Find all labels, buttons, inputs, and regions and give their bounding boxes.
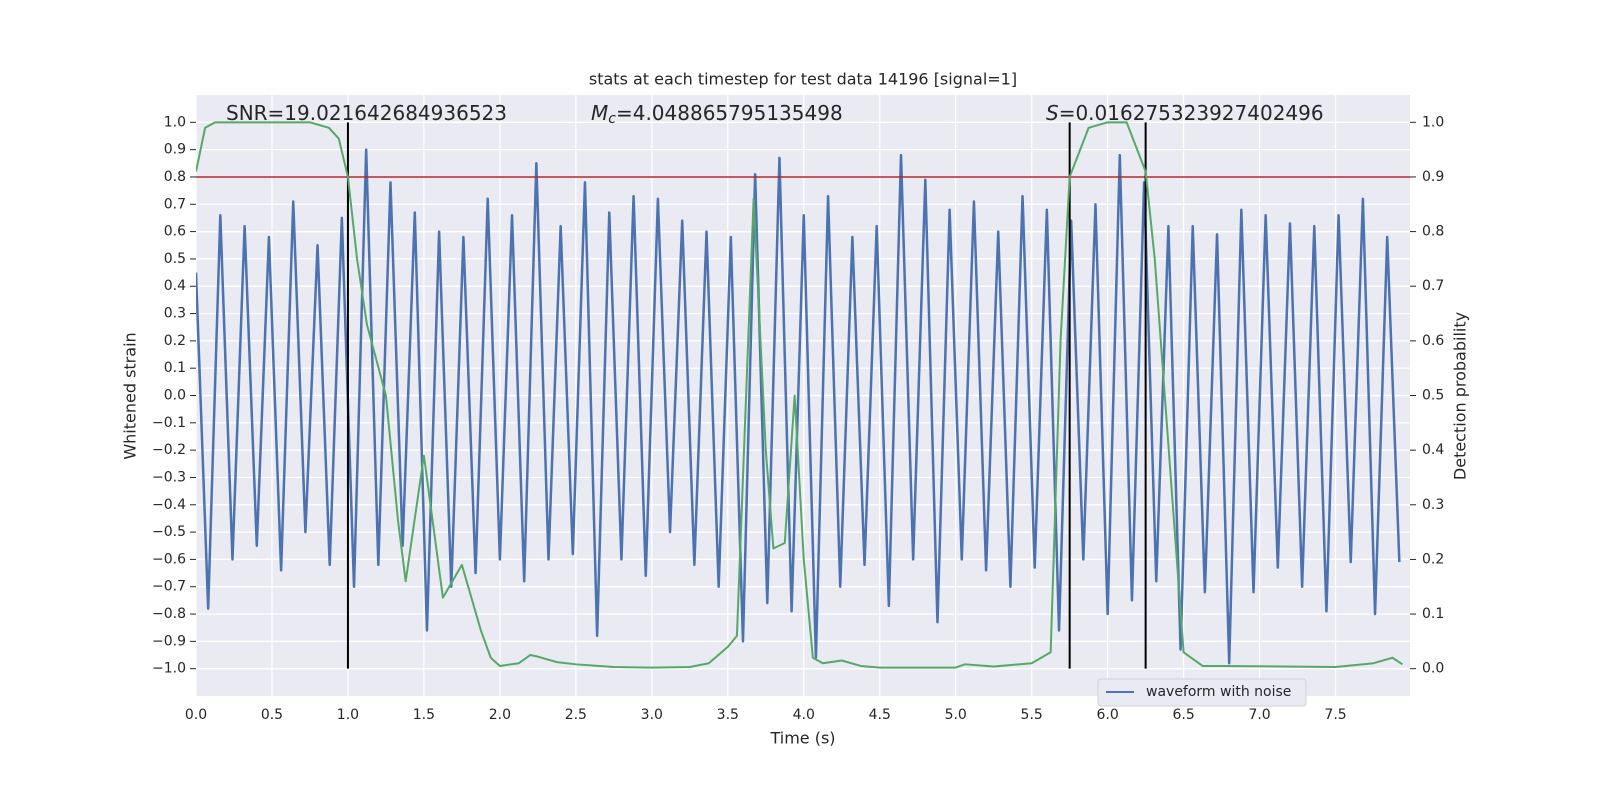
- y-tick-label: −0.2: [152, 442, 186, 458]
- y2-tick-label: 0.3: [1422, 497, 1444, 513]
- y-tick-label: −0.8: [152, 606, 186, 622]
- chart-title: stats at each timestep for test data 141…: [589, 70, 1017, 89]
- y-tick-label: −1.0: [152, 661, 186, 677]
- y2-tick-label: 0.5: [1422, 388, 1444, 404]
- y-tick-label: 0.6: [164, 224, 186, 240]
- annotation-text: =4.048865795135498: [616, 101, 843, 125]
- y-tick-label: 0.3: [164, 306, 186, 322]
- x-tick-label: 3.0: [641, 707, 663, 723]
- y-tick-label: 0.4: [164, 278, 186, 294]
- y-tick-label: −0.3: [152, 469, 186, 485]
- x-tick-label: 6.5: [1172, 707, 1194, 723]
- y-tick-label: 0.5: [164, 251, 186, 267]
- annotation-subscript: c: [608, 111, 616, 127]
- y-tick-label: 0.0: [164, 388, 186, 404]
- y-tick-label: 0.9: [164, 142, 186, 158]
- x-tick-label: 6.0: [1097, 707, 1119, 723]
- y-tick-label: −0.1: [152, 415, 186, 431]
- y-tick-label: 0.1: [164, 360, 186, 376]
- y2-tick-label: 0.1: [1422, 606, 1444, 622]
- x-tick-label: 3.5: [717, 707, 739, 723]
- x-tick-label: 5.0: [945, 707, 967, 723]
- annotation-symbol: S: [1046, 101, 1059, 125]
- y2-tick-label: 0.8: [1422, 224, 1444, 240]
- annotation-symbol: M: [591, 101, 608, 125]
- x-tick-label: 4.0: [793, 707, 815, 723]
- x-tick-label: 2.0: [489, 707, 511, 723]
- y2-tick-label: 0.6: [1422, 333, 1444, 349]
- x-tick-label: 1.0: [337, 707, 359, 723]
- x-tick-label: 1.5: [413, 707, 435, 723]
- x-tick-label: 2.5: [565, 707, 587, 723]
- probability-line: [196, 121, 1403, 669]
- x-tick-label: 5.5: [1021, 707, 1043, 723]
- x-tick-label: 0.5: [261, 707, 283, 723]
- y-tick-label: −0.5: [152, 524, 186, 540]
- y2-tick-label: 0.7: [1422, 278, 1444, 294]
- x-tick-label: 0.0: [185, 707, 207, 723]
- annotation-text: =0.016275323927402496: [1059, 101, 1324, 125]
- x-tick-label: 4.5: [869, 707, 891, 723]
- legend-label: waveform with noise: [1146, 684, 1291, 700]
- annotation: SNR=19.021642684936523: [226, 101, 507, 125]
- y-tick-label: −0.4: [152, 497, 186, 513]
- y-tick-label: 0.7: [164, 196, 186, 212]
- legend-box: [1097, 678, 1307, 707]
- y-tick-label: −0.6: [152, 551, 186, 567]
- y2-tick-label: 1.0: [1422, 114, 1444, 130]
- waveform-line: [196, 148, 1401, 665]
- y2-axis-label: Detection probability: [1451, 312, 1470, 480]
- y2-tick-label: 0.4: [1422, 442, 1444, 458]
- annotation: S=0.016275323927402496: [1046, 101, 1324, 125]
- y-axis-label: Whitened strain: [121, 332, 140, 459]
- annotation-text: SNR=19.021642684936523: [226, 101, 507, 125]
- annotation: Mc=4.048865795135498: [591, 101, 843, 128]
- y-tick-label: −0.9: [152, 633, 186, 649]
- y2-tick-label: 0.9: [1422, 169, 1444, 185]
- y2-tick-label: 0.2: [1422, 551, 1444, 567]
- y-tick-label: 0.8: [164, 169, 186, 185]
- y-tick-label: −0.7: [152, 579, 186, 595]
- x-axis-label: Time (s): [769, 729, 835, 748]
- y-tick-label: 1.0: [164, 114, 186, 130]
- x-tick-label: 7.5: [1324, 707, 1346, 723]
- y2-tick-label: 0.0: [1422, 661, 1444, 677]
- y-tick-label: 0.2: [164, 333, 186, 349]
- x-tick-label: 7.0: [1248, 707, 1270, 723]
